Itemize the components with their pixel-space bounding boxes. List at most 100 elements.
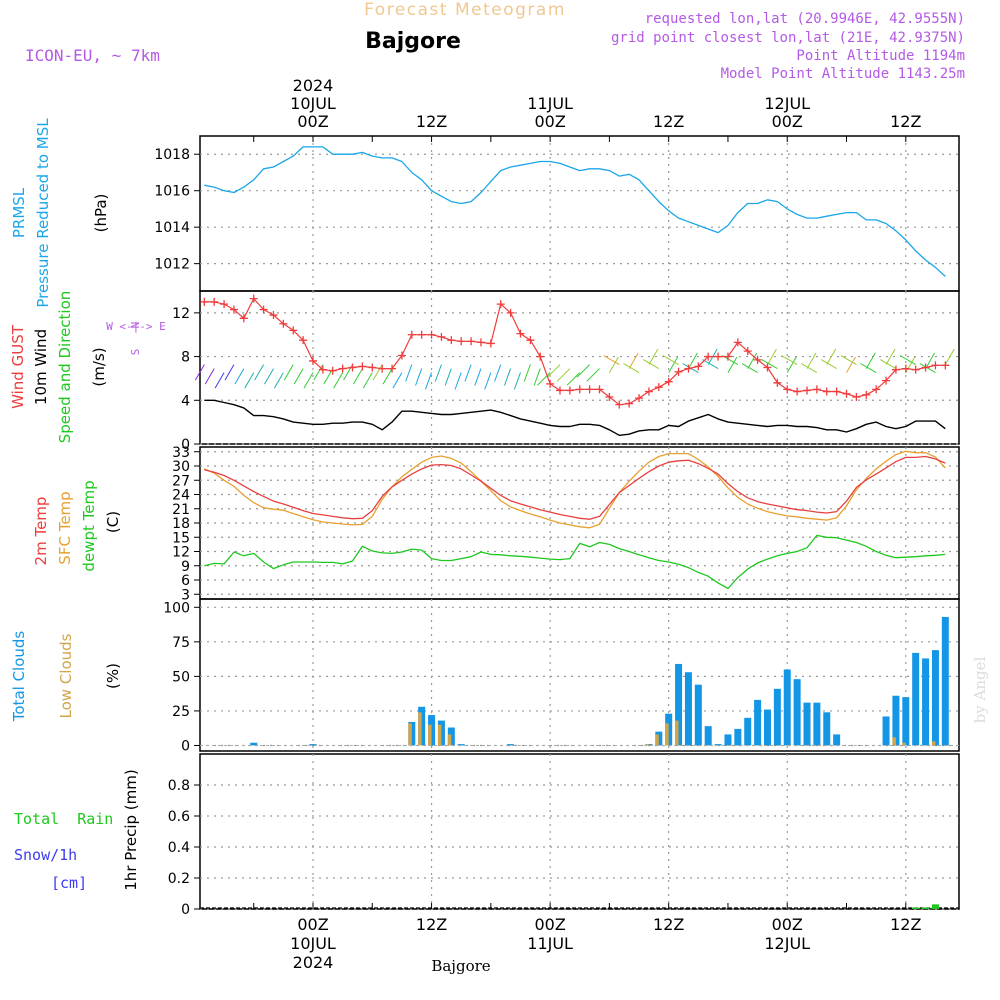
wind-direction-arrow xyxy=(434,364,442,382)
temp-2m-line xyxy=(204,455,946,520)
wind-gust-marker xyxy=(911,365,920,374)
wind-gust-marker xyxy=(447,336,456,345)
wind-gust-marker xyxy=(842,389,851,398)
pressure-line xyxy=(204,146,946,277)
clouds-label-low: Low Clouds xyxy=(57,633,75,718)
wind-direction-arrow xyxy=(741,363,758,374)
total-clouds-bar xyxy=(675,663,683,746)
total-clouds-bar xyxy=(922,658,930,746)
wind-direction-arrow xyxy=(224,364,235,381)
low-clouds-bar xyxy=(892,737,896,746)
wind-direction-arrow xyxy=(761,359,778,370)
wind-direction-arrow xyxy=(603,355,620,366)
wind-direction-arrow xyxy=(415,368,423,386)
wind-direction-arrow xyxy=(313,364,324,381)
wind-unit: (m/s) xyxy=(90,347,108,386)
temperature-tick-label: 12 xyxy=(172,545,190,561)
wind-direction-arrow xyxy=(899,355,916,366)
wind-direction-arrow xyxy=(494,364,502,382)
wind-gust-marker xyxy=(852,393,861,402)
wind-gust-marker xyxy=(723,352,732,361)
wind-direction-arrow xyxy=(254,364,265,381)
wind-gust-marker xyxy=(674,367,683,376)
wind-direction-arrow xyxy=(702,359,719,370)
total-clouds-bar xyxy=(507,744,515,746)
footer-location: Bajgore xyxy=(431,957,490,975)
wind-gust-marker xyxy=(220,300,229,309)
wind-gust-marker xyxy=(862,390,871,399)
wind-direction-arrow xyxy=(608,356,619,373)
wind-gust-marker xyxy=(882,376,891,385)
wind-gust-marker xyxy=(368,363,377,372)
clouds-tick-label: 100 xyxy=(163,600,190,616)
bottom-time-label: 11JUL xyxy=(527,934,573,953)
wind-gust-marker xyxy=(229,305,238,314)
wind-direction-arrow xyxy=(786,356,797,373)
wind-gust-marker xyxy=(812,385,821,394)
precip-label-snow: Snow/1h xyxy=(14,846,77,864)
clouds-label-total: Total Clouds xyxy=(10,631,28,723)
total-clouds-bar xyxy=(684,672,692,746)
temperature-tick-label: 21 xyxy=(172,502,190,518)
sfc-temp-line xyxy=(204,450,946,529)
wind-direction-arrow xyxy=(767,348,777,365)
wind-direction-arrow xyxy=(586,368,600,382)
wind-gust-marker xyxy=(556,386,564,395)
wind-gust-marker xyxy=(427,330,436,339)
wind-direction-arrow xyxy=(628,352,639,369)
wind-direction-arrow xyxy=(905,356,916,373)
total-clouds-bar xyxy=(783,669,791,746)
wind-gust-marker xyxy=(931,361,940,370)
wind-direction-arrow xyxy=(392,372,403,389)
wind-direction-arrow xyxy=(382,368,393,385)
wind-direction-arrow xyxy=(204,368,215,385)
wind-gust-marker xyxy=(793,387,802,396)
wind-gust-marker xyxy=(279,319,288,328)
wind-direction-arrow xyxy=(352,368,363,385)
temperature-tick-label: 30 xyxy=(172,459,190,475)
low-clouds-bar xyxy=(447,734,452,746)
wind-gust-marker xyxy=(496,300,505,309)
precip-axis-labels: Total Rain Snow/1h [cm] 1hr Precip (mm) xyxy=(14,769,140,892)
wind-gust-marker xyxy=(249,294,258,303)
wind-gust-marker xyxy=(407,330,416,339)
wind-gust-marker xyxy=(595,385,604,394)
total-clouds-bar xyxy=(754,699,762,746)
wind-direction-arrow xyxy=(860,363,877,374)
wind-direction-arrow xyxy=(537,372,551,386)
top-time-label: 00Z xyxy=(534,112,565,131)
wind-gust-marker xyxy=(644,387,653,396)
pressure-tick-label: 1018 xyxy=(154,147,190,163)
wind-gust-marker xyxy=(585,385,594,394)
temperature-tick-label: 33 xyxy=(172,445,190,461)
credit-watermark: by Angel xyxy=(971,656,989,723)
total-clouds-bar xyxy=(734,728,742,746)
wind-tick-label: 0 xyxy=(181,437,190,453)
top-time-label: 2024 xyxy=(293,76,334,95)
bottom-time-label: 12Z xyxy=(653,915,684,934)
bottom-time-label: 2024 xyxy=(293,953,334,972)
temperature-tick-label: 15 xyxy=(172,530,190,546)
top-time-label: 12Z xyxy=(890,112,921,131)
wind-direction-arrow xyxy=(444,368,452,386)
wind-direction-arrow xyxy=(546,364,561,378)
precip-unit: 1hr Precip (mm) xyxy=(122,769,140,890)
total-clouds-bar xyxy=(763,709,771,746)
total-clouds-bar xyxy=(813,702,821,746)
wind-gust-marker xyxy=(289,326,298,335)
wind-direction-arrow xyxy=(566,372,581,386)
low-clouds-bar xyxy=(437,724,442,746)
total-clouds-bar xyxy=(724,734,732,746)
temperature-tick-label: 9 xyxy=(181,559,190,575)
wind-gust-marker xyxy=(516,329,525,338)
precip-tick-label: 0.4 xyxy=(168,840,190,856)
wind-direction-arrow xyxy=(880,359,897,370)
total-clouds-bar xyxy=(714,744,722,746)
wind-gust-marker xyxy=(832,387,841,396)
wind-gust-marker xyxy=(476,338,485,347)
wind-direction-arrow xyxy=(503,368,512,386)
wind-direction-arrow xyxy=(747,352,758,369)
low-clouds-bar xyxy=(408,723,412,746)
low-clouds-bar xyxy=(902,742,906,746)
low-clouds-bar xyxy=(931,741,936,746)
